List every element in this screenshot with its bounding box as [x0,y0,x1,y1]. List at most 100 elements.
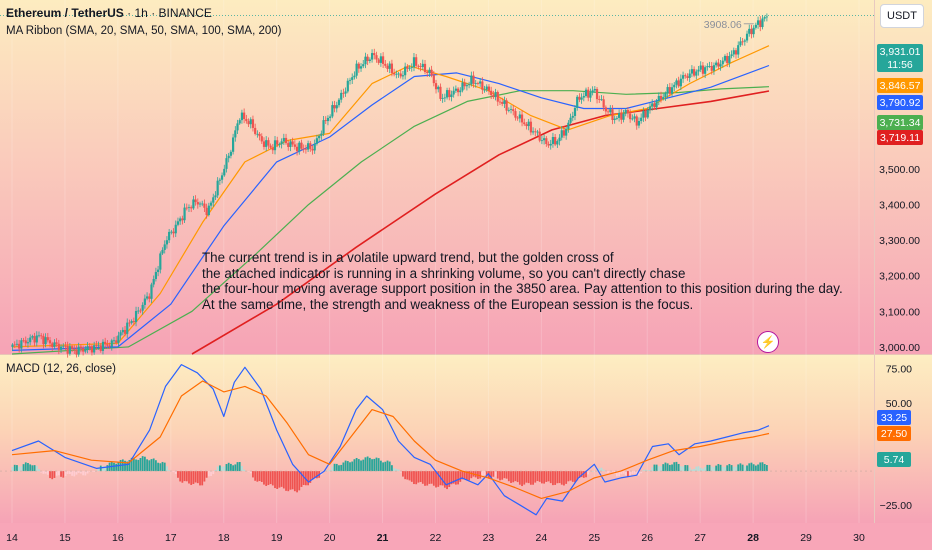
ma-ribbon-legend[interactable]: MA Ribbon (SMA, 20, SMA, 50, SMA, 100, S… [6,25,282,37]
candle-body [600,99,603,101]
histogram-bar [293,471,296,492]
histogram-bar [593,471,596,472]
candle-body [657,95,660,101]
histogram-bar [532,471,534,485]
candle-body [311,148,314,151]
time-tick-label: 28 [747,532,759,544]
price-value-text: 3,846.57 [880,80,921,92]
histogram-bar [721,466,724,472]
histogram-bar [574,471,576,483]
candle-body [434,83,438,90]
candle-body [468,84,471,86]
histogram-bar [432,471,435,486]
candle-body [417,65,420,67]
candle-body [86,346,89,350]
candle-body [419,66,422,68]
candle-body [426,72,429,74]
candle-body [340,92,343,100]
histogram-bar [395,468,398,472]
candle-body [130,321,133,323]
candle-body [690,69,693,74]
histogram-bar [746,465,748,472]
candle-body [670,87,674,94]
candle-body [686,76,689,78]
histogram-bar [479,471,482,479]
histogram-bar [311,471,314,480]
histogram-bar [241,465,243,472]
histogram-bar [514,471,517,482]
candle-body [483,89,486,91]
histogram-bar [174,471,177,474]
histogram-bar [130,457,133,472]
candle-body [143,298,146,305]
candle-body [710,65,713,71]
histogram-bar [46,471,49,475]
candle-body [31,336,34,338]
candle-body [534,131,537,133]
histogram-bar [459,471,462,482]
histogram-bar [569,471,572,481]
histogram-bar [102,465,104,472]
candle-body [723,55,727,61]
symbol-name[interactable]: Ethereum / TetherUS [6,6,124,20]
histogram-bar [538,471,541,482]
annotation-line: At the same time, the strength and weakn… [202,296,694,312]
time-tick-label: 26 [641,532,653,544]
histogram-bar [499,471,501,481]
candle-body [732,50,735,55]
candle-body [536,131,539,133]
candle-body [42,335,45,345]
candle-body [697,69,700,72]
histogram-bar [57,471,60,476]
candle-body [377,59,380,63]
candle-body [397,73,400,75]
candle-body [494,92,497,98]
lightning-icon[interactable]: ⚡ [757,331,779,353]
histogram-bar [236,462,239,472]
candle-body [115,340,118,343]
macd-legend[interactable]: MACD (12, 26, close) [6,363,116,375]
histogram-bar [152,458,155,472]
histogram-bar [587,471,590,475]
timeframe[interactable]: 1h [134,6,148,20]
candle-body [346,80,349,92]
histogram-bar [715,465,718,472]
price-tick-label: 3,300.00 [879,235,920,247]
histogram-bar [622,471,625,474]
candle-body [503,100,506,104]
exchange-name: BINANCE [158,6,212,20]
candle-body [675,80,678,85]
candle-body [606,111,610,113]
histogram-bar [512,471,515,483]
candle-body [388,63,391,69]
histogram-bar [364,457,367,472]
macd-value-badge [877,410,911,425]
price-axis: 3,000.00 3,100.00 3,200.00 3,300.00 3,400.00… [879,128,920,512]
histogram-bar [132,457,135,472]
candle-body [384,63,387,66]
candle-body [185,207,188,209]
histogram-bar [159,463,162,472]
histogram-bar [679,466,682,472]
currency-button[interactable]: USDT [880,4,924,28]
candle-body [159,253,162,270]
histogram-bar [757,464,759,472]
candle-body [492,95,495,98]
histogram-bar [263,471,265,485]
histogram-bar [492,471,495,477]
histogram-bar [653,464,656,472]
candle-body [646,109,649,118]
histogram-bar [150,459,153,472]
histogram-bar [732,466,735,472]
candle-body [673,84,676,88]
time-tick-label: 19 [271,532,283,544]
histogram-bar [668,464,671,472]
candle-body [117,335,120,343]
candle-body [708,65,711,67]
histogram-bar [278,471,281,488]
histogram-bar [353,459,356,472]
histogram-bar [368,457,371,472]
candle-body [194,199,197,203]
candle-body [576,96,579,108]
